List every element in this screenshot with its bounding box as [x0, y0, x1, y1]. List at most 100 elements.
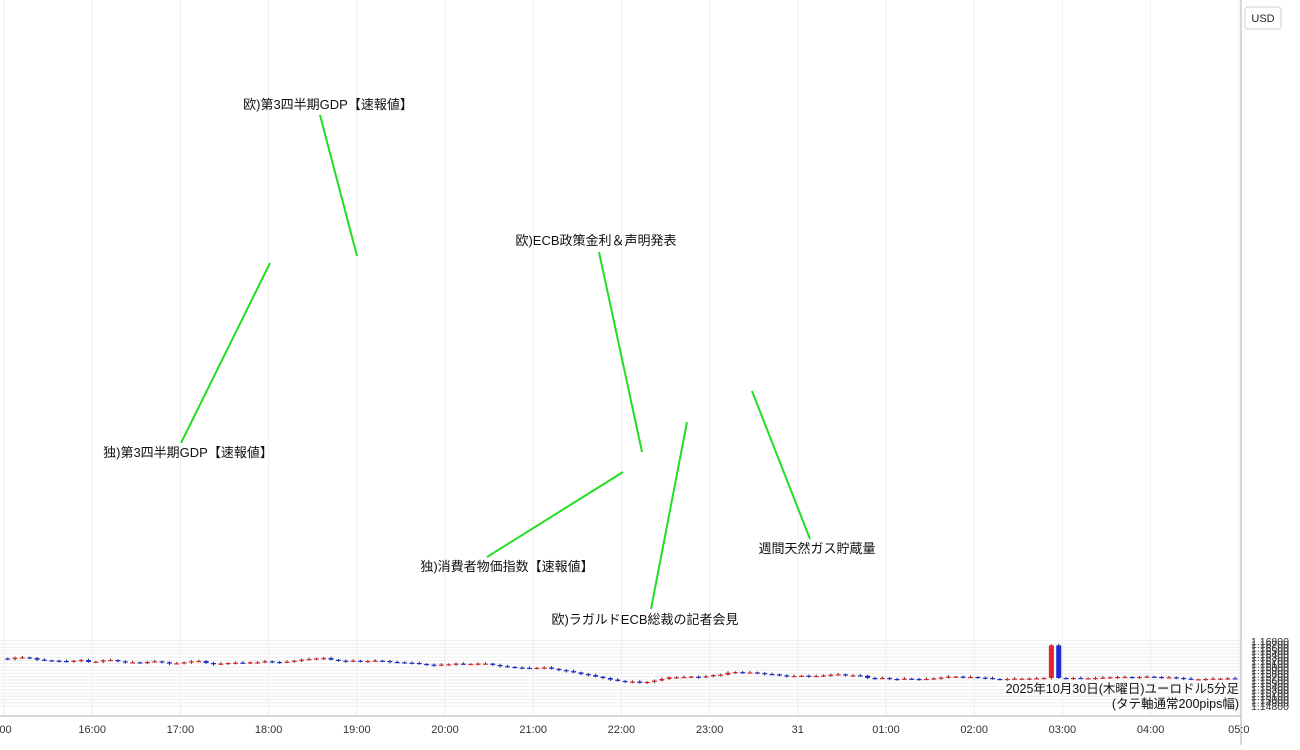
- candle-bull: [879, 677, 885, 680]
- candle-bear: [1159, 676, 1165, 679]
- candle-bull: [901, 678, 907, 680]
- candle-bear: [431, 664, 437, 666]
- candle-bear: [1188, 678, 1194, 680]
- candle-bear: [556, 668, 562, 671]
- y-tick-label: 1.16500: [1251, 646, 1289, 658]
- candle-bull: [666, 677, 672, 679]
- candle-bull: [468, 663, 474, 666]
- candle-bull: [1100, 677, 1106, 679]
- x-tick-label: :00: [0, 724, 12, 736]
- y-tick-label: 1.15900: [1251, 665, 1289, 677]
- candle-bull: [945, 676, 951, 678]
- candle-bull: [482, 663, 488, 665]
- candle-bull: [372, 660, 378, 662]
- candle-bear: [909, 678, 915, 680]
- candle-bull: [725, 672, 731, 675]
- candle-bear: [600, 676, 606, 678]
- candle-bull: [108, 660, 114, 662]
- candle-bear: [63, 661, 69, 663]
- candle-bear: [894, 678, 900, 681]
- candle-bull: [1085, 678, 1091, 680]
- y-tick-label: 1.15000: [1251, 694, 1289, 706]
- candle-bear: [343, 660, 349, 662]
- annotation-line: [319, 114, 358, 257]
- candle-bull: [446, 664, 452, 666]
- candle-bear: [990, 677, 996, 680]
- annotation-line: [751, 390, 811, 540]
- candle-bear: [512, 666, 518, 669]
- candle-bull: [71, 660, 77, 662]
- candle-bear: [982, 677, 988, 679]
- candle-bull: [1166, 677, 1172, 679]
- y-tick-label: 1.16800: [1251, 636, 1289, 648]
- x-tick-label: 17:00: [167, 724, 195, 736]
- candle-bull: [541, 667, 547, 669]
- candle-bear: [740, 672, 746, 674]
- candle-bear: [563, 670, 569, 672]
- candle-bull: [174, 663, 180, 665]
- candle-bear: [460, 663, 466, 665]
- x-tick-label: 20:00: [431, 724, 459, 736]
- candle-bull: [1137, 676, 1143, 679]
- y-tick-label: 1.14900: [1251, 698, 1289, 710]
- candle-bull: [12, 657, 18, 660]
- candle-bull: [1210, 678, 1216, 680]
- candle-bear: [519, 667, 525, 669]
- y-tick-label: 1.16700: [1251, 639, 1289, 651]
- candle-bull: [262, 661, 268, 663]
- candle-bear: [394, 661, 400, 664]
- y-tick-label: 1.16600: [1251, 642, 1289, 654]
- annotations: 欧)第3四半期GDP【速報値】独)第3四半期GDP【速報値】 欧)ECB政策金利＆…: [103, 97, 875, 627]
- x-tick-label: 02:00: [960, 724, 988, 736]
- candle-bear: [1129, 676, 1135, 679]
- x-tick-label: 04:00: [1137, 724, 1165, 736]
- candle-bear: [776, 674, 782, 676]
- candle-bear: [857, 675, 863, 677]
- candle-bull: [681, 676, 687, 679]
- annotation-line: [486, 471, 624, 558]
- candle-bear: [696, 676, 702, 678]
- candle-bear: [49, 660, 55, 662]
- candle-bear: [593, 675, 599, 677]
- caption: 2025年10月30日(木曜日)ユーロドル5分足 (タテ軸通常200pips幅): [1006, 682, 1240, 711]
- x-tick-label: 01:00: [872, 724, 900, 736]
- candle-bull: [835, 674, 841, 676]
- candle-bear: [1056, 645, 1062, 678]
- candle-bull: [1041, 677, 1047, 680]
- candle-bear: [916, 678, 922, 681]
- candle-bear: [115, 660, 121, 662]
- currency-badge[interactable]: [1244, 6, 1282, 30]
- y-tick-label: 1.15500: [1251, 678, 1289, 690]
- candle-bull: [850, 675, 856, 677]
- x-tick-label: 21:00: [519, 724, 547, 736]
- candle-bull: [813, 676, 819, 678]
- x-tick-label: 23:00: [696, 724, 724, 736]
- candle-bear: [578, 672, 584, 675]
- y-tick-label: 1.15700: [1251, 672, 1289, 684]
- candle-bull: [659, 678, 665, 681]
- candle-bull: [931, 678, 937, 680]
- candle-bear: [585, 674, 591, 676]
- candle-bear: [328, 658, 334, 660]
- candle-bear: [1078, 677, 1084, 680]
- candle-bear: [424, 663, 430, 666]
- candle-bear: [27, 657, 33, 659]
- annotation-label: 欧)ラガルドECB総裁の記者会見: [551, 612, 738, 627]
- candle-bull: [247, 662, 253, 664]
- candle-bear: [269, 661, 275, 663]
- candle-bear: [1181, 677, 1187, 680]
- candle-bull: [747, 672, 753, 674]
- candle-bull: [1107, 677, 1113, 679]
- candle-bull: [732, 672, 738, 674]
- grid: [0, 0, 1241, 716]
- candle-bull: [938, 677, 944, 679]
- candle-bear: [357, 660, 363, 662]
- candle-bear: [122, 661, 128, 663]
- candle-bear: [137, 662, 143, 664]
- candle-bear: [872, 677, 878, 680]
- candle-bear: [549, 667, 555, 669]
- candle-bull: [1122, 676, 1128, 679]
- candle-bear: [166, 662, 172, 664]
